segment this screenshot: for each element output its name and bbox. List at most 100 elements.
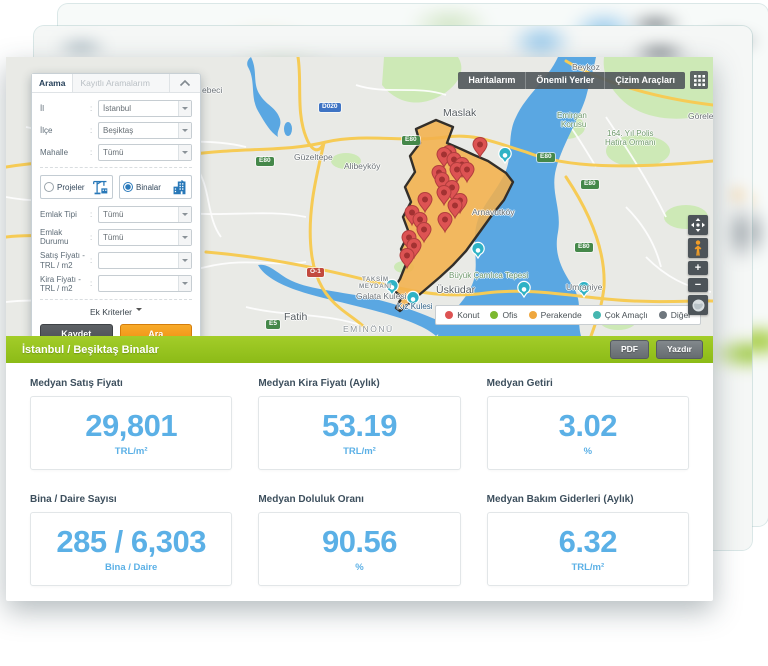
toolbar-button-1[interactable]: Önemli Yerler — [526, 72, 606, 89]
stat-card-0: Medyan Satış Fiyatı 29,801 TRL/m² — [30, 378, 233, 470]
red-pin-icon-16[interactable] — [437, 211, 453, 234]
legend-label: Perakende — [540, 310, 582, 320]
pdf-button[interactable]: PDF — [609, 340, 649, 359]
field-row-filter-3: Kira Fiyatı - TRL / m2: — [40, 275, 192, 293]
toolbar-button-0[interactable]: Haritalarım — [458, 72, 527, 89]
search-button[interactable]: Ara — [119, 324, 192, 336]
result-bar: İstanbul / Beşiktaş Binalar PDF Yazdır — [6, 336, 713, 363]
legend-item-diğer: Diğer — [658, 310, 691, 320]
legend-item-ofis: Ofis — [490, 310, 518, 320]
field-row-filter-1: Emlak Durumu: Tümü — [40, 228, 192, 246]
satellite-toggle[interactable] — [688, 295, 708, 315]
field-value: Beşiktaş — [103, 126, 134, 135]
field-row-filter-2: Satış Fiyatı - TRL / m2: — [40, 251, 192, 270]
red-pin-icon-10[interactable] — [436, 184, 452, 207]
chevron-down-icon — [178, 229, 191, 245]
toggle-binalar[interactable]: Binalar — [119, 175, 192, 199]
field-select-emlak-durumu[interactable]: Tümü — [98, 228, 192, 246]
poi-pin-icon-4[interactable] — [517, 280, 531, 299]
result-title: İstanbul / Beşiktaş Binalar — [22, 343, 159, 356]
poi-pin-icon-3[interactable] — [406, 290, 420, 309]
poi-pin-icon-0[interactable] — [498, 146, 512, 165]
field-select-mahalle[interactable]: Tümü — [98, 144, 192, 161]
stat-value-box: 53.19 TRL/m² — [258, 396, 461, 470]
panel-collapse-button[interactable] — [169, 74, 200, 92]
poi-pin-icon-2[interactable] — [385, 278, 399, 297]
legend-label: Konut — [457, 310, 480, 320]
radio-projeler[interactable] — [44, 182, 54, 192]
search-panel-tabs: Arama Kayıtlı Aramalarım — [32, 74, 200, 93]
red-pin-icon-13[interactable] — [447, 197, 463, 220]
map-legend: Konut Ofis Perakende Çok Amaçlı Diğer — [435, 305, 701, 325]
chevron-down-icon — [178, 276, 191, 292]
field-label: İlçe — [40, 125, 53, 135]
tab-kayitli-aramalarim[interactable]: Kayıtlı Aramalarım — [80, 78, 150, 88]
red-pin-icon-19[interactable] — [406, 237, 422, 260]
stats-grid: Medyan Satış Fiyatı 29,801 TRL/m² Medyan Ki… — [6, 363, 713, 586]
red-pin-icon-17[interactable] — [416, 221, 432, 244]
field-select-i-l[interactable]: İstanbul — [98, 100, 192, 117]
stat-unit: TRL/m² — [114, 445, 148, 457]
toolbar-button-2[interactable]: Çizim Araçları — [605, 72, 685, 89]
stat-value: 6.32 — [558, 523, 618, 559]
property-markers[interactable] — [399, 136, 488, 270]
field-colon: : — [90, 279, 93, 289]
poi-markers[interactable] — [385, 146, 591, 309]
zoom-out-button[interactable]: − — [688, 278, 708, 292]
radio-binalar[interactable] — [123, 182, 133, 192]
legend-item-çok amaçlı: Çok Amaçlı — [592, 310, 648, 320]
pegman-control[interactable] — [688, 238, 708, 258]
map-layers-grid-button[interactable] — [690, 71, 708, 89]
red-pin-icon-11[interactable] — [417, 191, 433, 214]
stat-value: 3.02 — [558, 407, 618, 443]
crane-icon — [93, 180, 108, 194]
chevron-down-icon — [178, 253, 191, 269]
poi-pin-icon-5[interactable] — [577, 280, 591, 299]
red-pin-icon-2[interactable] — [436, 146, 452, 169]
app-window: Beykoz ebeci Maslak Emirgan Korusu Görele 164.… — [6, 57, 713, 601]
red-pin-icon-6[interactable] — [459, 161, 475, 184]
map-canvas[interactable]: Beykoz ebeci Maslak Emirgan Korusu Görele 164.… — [6, 57, 713, 336]
legend-dot-icon — [445, 311, 454, 319]
field-label: Satış Fiyatı - TRL / m2 — [40, 251, 85, 270]
red-pin-icon-15[interactable] — [412, 211, 428, 234]
field-label: Emlak Durumu — [40, 228, 69, 247]
pan-icon — [691, 218, 705, 232]
zoom-in-button[interactable]: + — [688, 261, 708, 275]
pegman-icon — [694, 240, 702, 256]
stat-value: 29,801 — [85, 407, 178, 443]
red-pin-icon-20[interactable] — [399, 247, 415, 270]
search-panel: Arama Kayıtlı Aramalarım İl: İstanbul İlçe… — [31, 73, 201, 336]
toggle-projeler-label: Projeler — [57, 182, 85, 192]
stat-label: Medyan Getiri — [486, 378, 553, 389]
poi-pin-icon-1[interactable] — [471, 241, 485, 260]
field-select-i-l-e[interactable]: Beşiktaş — [98, 122, 192, 139]
stat-value-box: 29,801 TRL/m² — [30, 396, 233, 470]
divider — [40, 299, 192, 301]
stat-unit: TRL/m² — [343, 445, 376, 457]
field-label: İl — [40, 103, 44, 113]
pan-control[interactable] — [688, 215, 708, 235]
field-colon: : — [90, 148, 93, 157]
field-select-sat-fiyat-trl-m2[interactable] — [98, 252, 192, 270]
stat-card-1: Medyan Kira Fiyatı (Aylık) 53.19 TRL/m² — [258, 378, 461, 470]
stat-card-3: Bina / Daire Sayısı 285 / 6,303 Bina / Dai… — [30, 494, 233, 586]
field-select-emlak-tipi[interactable]: Tümü — [98, 206, 192, 223]
legend-item-konut: Konut — [445, 310, 479, 320]
red-pin-icon-0[interactable] — [472, 136, 488, 159]
stat-label: Medyan Satış Fiyatı — [30, 378, 123, 389]
save-button[interactable]: Kaydet — [40, 324, 113, 336]
field-colon: : — [90, 104, 93, 113]
tab-arama[interactable]: Arama — [32, 74, 74, 92]
stat-card-2: Medyan Getiri 3.02% — [486, 378, 689, 470]
field-row-loc-1: İlçe: Beşiktaş — [40, 122, 192, 139]
print-button[interactable]: Yazdır — [655, 340, 703, 359]
stat-unit: Bina / Daire — [105, 561, 158, 573]
stat-value-box: 90.56% — [258, 512, 461, 586]
field-select-kira-fiyat-trl-m2[interactable] — [98, 275, 192, 293]
more-criteria-link[interactable]: Ek Kriterler — [40, 307, 192, 317]
stat-unit: % — [583, 445, 593, 457]
type-toggle: Projeler Bi — [40, 175, 192, 199]
chevron-down-icon — [178, 145, 191, 160]
toggle-projeler[interactable]: Projeler — [40, 175, 113, 199]
